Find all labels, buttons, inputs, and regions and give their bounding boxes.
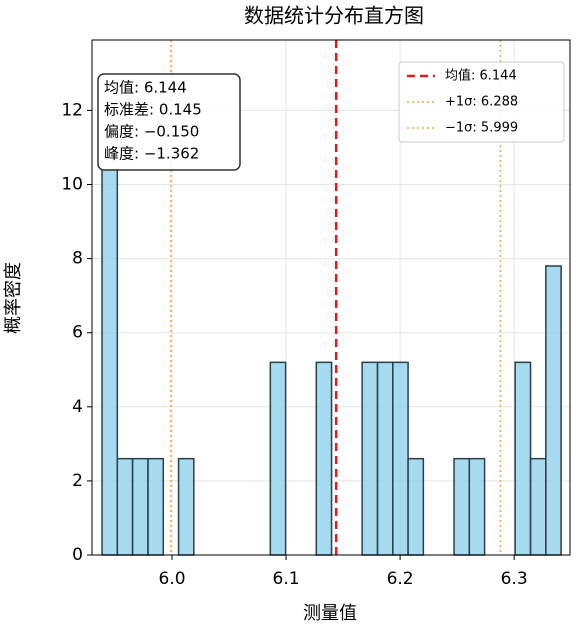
bar (147, 457, 165, 556)
stats-line: 标准差: 0.145 (104, 101, 202, 119)
plot-frame (91, 39, 571, 556)
x-tick-label: 6.3 (501, 569, 528, 589)
legend-label: −1σ: 5.999 (445, 121, 518, 136)
stats-line: 均值: 6.144 (104, 79, 187, 97)
x-tick-label: 6.2 (387, 569, 414, 589)
x-tick-label: 6.1 (273, 569, 300, 589)
stats-box: 均值: 6.144 标准差: 0.145 偏度: −0.150 峰度: −1.362 (97, 73, 241, 171)
bar (116, 457, 134, 556)
bar (131, 457, 149, 556)
stats-frame (97, 73, 241, 171)
bar (101, 168, 119, 556)
y-tick-label: 6 (72, 323, 83, 343)
y-tick-label: 8 (72, 249, 83, 269)
legend-frame (398, 61, 565, 143)
y-axis-label: 概率密度 (3, 262, 24, 334)
stats-line: 偏度: −0.150 (104, 123, 199, 141)
legend-label: 均值: 6.144 (445, 68, 517, 84)
x-tick-label: 6.0 (159, 569, 186, 589)
y-tick-label: 10 (61, 174, 83, 194)
chart-title: 数据统计分布直方图 (244, 4, 424, 28)
bar (376, 361, 394, 556)
bar (545, 265, 562, 556)
bar (529, 457, 547, 556)
x-axis-label: 测量值 (303, 603, 357, 624)
bar (407, 457, 425, 556)
y-tick-label: 0 (72, 545, 83, 565)
y-tick-label: 12 (61, 100, 83, 120)
bar (361, 361, 379, 556)
legend: 均值: 6.144 +1σ: 6.288 −1σ: 5.999 (398, 61, 565, 143)
legend-label: +1σ: 6.288 (445, 95, 518, 110)
bar (468, 457, 486, 556)
bar (514, 361, 532, 556)
bar (269, 361, 287, 556)
y-tick-label: 4 (72, 397, 83, 417)
bar (453, 457, 471, 556)
bar (315, 361, 333, 556)
stats-line: 峰度: −1.362 (104, 145, 199, 163)
bar (177, 457, 195, 556)
bar (392, 361, 409, 556)
y-tick-label: 2 (72, 471, 83, 491)
